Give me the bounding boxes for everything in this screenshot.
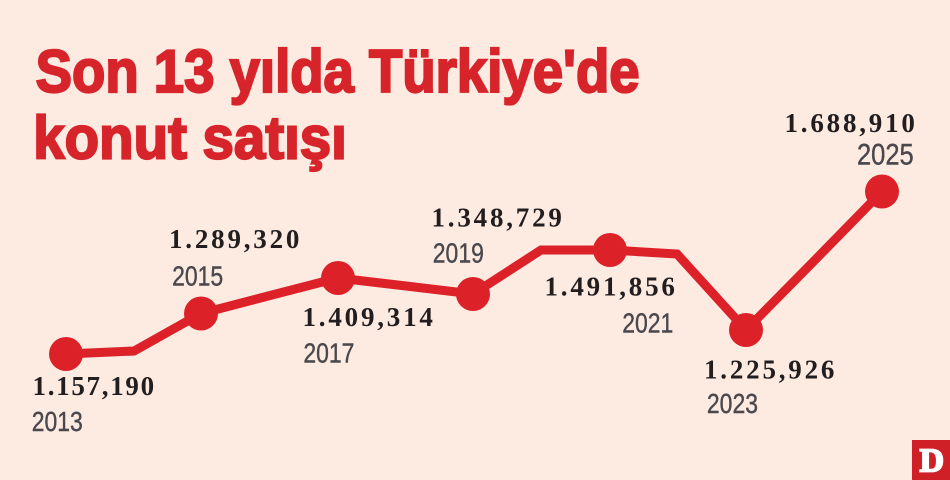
svg-text:D: D xyxy=(920,443,945,480)
svg-text:konut satışı: konut satışı xyxy=(33,105,347,172)
svg-text:1.289,320: 1.289,320 xyxy=(169,224,302,254)
svg-text:1.491,856: 1.491,856 xyxy=(545,272,678,302)
svg-text:1.225,926: 1.225,926 xyxy=(704,355,837,385)
svg-text:1.409,314: 1.409,314 xyxy=(303,302,436,332)
svg-text:2015: 2015 xyxy=(172,261,223,292)
svg-text:2013: 2013 xyxy=(32,407,83,438)
svg-text:2019: 2019 xyxy=(433,238,484,269)
svg-text:1.348,729: 1.348,729 xyxy=(432,203,565,233)
svg-text:Son 13 yılda Türkiye'de: Son 13 yılda Türkiye'de xyxy=(36,39,640,106)
svg-text:1.157,190: 1.157,190 xyxy=(33,371,156,401)
svg-text:2017: 2017 xyxy=(303,338,354,369)
svg-text:1.688,910: 1.688,910 xyxy=(785,108,918,138)
svg-text:2025: 2025 xyxy=(857,138,914,171)
svg-text:2021: 2021 xyxy=(622,308,673,339)
svg-text:2023: 2023 xyxy=(707,389,758,420)
